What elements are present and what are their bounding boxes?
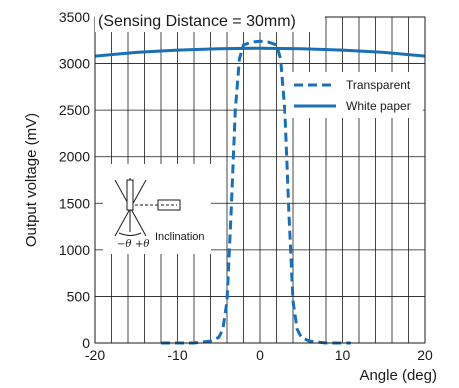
inset-minus-theta: −θ — [117, 239, 131, 250]
y-tick-label: 2000 — [59, 149, 90, 165]
series-group — [94, 39, 426, 345]
y-tick-label: 500 — [67, 288, 91, 304]
x-tick-label: -20 — [85, 347, 105, 363]
y-tick-label: 0 — [82, 335, 90, 351]
y-tick-label: 1500 — [59, 195, 90, 211]
chart-annotation: (Sensing Distance = 30mm) — [98, 13, 296, 30]
legend-box — [286, 72, 423, 118]
inset-plus-theta: +θ — [135, 239, 149, 250]
tick-labels: -20 -10 0 10 20 0 500 1000 1500 2000 2500 3000 3500 — [59, 9, 433, 363]
y-axis-label: Output voltage (mV) — [23, 113, 40, 247]
inclination-diagram: −θ +θ Inclination — [103, 164, 211, 254]
x-tick-label: 20 — [417, 347, 433, 363]
inset-inclination-label: Inclination — [155, 231, 205, 243]
x-tick-label: -10 — [167, 347, 187, 363]
x-axis-label: Angle (deg) — [359, 367, 437, 384]
inset-angle-arc — [118, 232, 142, 236]
legend: Transparent White paper — [286, 72, 423, 118]
y-tick-label: 2500 — [59, 102, 90, 118]
series-line-white-paper — [94, 46, 426, 58]
inset-target — [126, 179, 134, 211]
inset-box — [103, 164, 211, 254]
x-tick-label: 0 — [256, 347, 264, 363]
y-tick-label: 1000 — [59, 242, 90, 258]
y-tick-label: 3000 — [59, 56, 90, 72]
series-line-transparent — [161, 39, 351, 345]
legend-label-white-paper: White paper — [346, 99, 411, 113]
y-tick-label: 3500 — [59, 9, 90, 25]
x-tick-label: 10 — [335, 347, 351, 363]
legend-label-transparent: Transparent — [346, 78, 411, 92]
annotation-box — [95, 10, 325, 32]
